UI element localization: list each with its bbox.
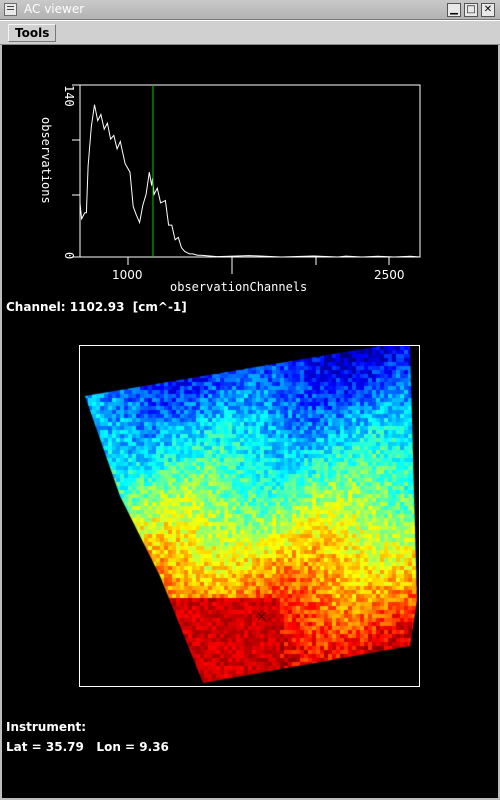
main-panel: 140 0 1000 2500 observations observation…: [0, 45, 500, 800]
window-title: AC viewer: [24, 2, 85, 16]
y-axis-label: observations: [39, 117, 53, 204]
map-view[interactable]: [79, 345, 420, 687]
menu-bar: Tools: [0, 20, 500, 45]
maximize-button[interactable]: □: [464, 3, 478, 17]
lat-value: 35.79: [45, 740, 84, 754]
instrument-label: Instrument:: [6, 720, 87, 734]
y-tick-label-0: 0: [62, 252, 76, 259]
plot-frame: [79, 84, 421, 258]
window-border-bottom: [0, 798, 500, 800]
channel-value: 1102.93: [69, 300, 125, 314]
channel-unit: [cm^-1]: [132, 300, 187, 314]
spectrum-line: [79, 104, 421, 258]
x-tick-label-1000: 1000: [112, 268, 143, 282]
channel-readout: Channel: 1102.93 [cm^-1]: [6, 300, 187, 314]
spectrum-series: [79, 85, 421, 258]
channel-label: Channel:: [6, 300, 66, 314]
minimize-button[interactable]: ▁: [447, 3, 461, 17]
spectrum-plot[interactable]: 140 0 1000 2500 observations observation…: [0, 45, 500, 300]
x-tick-label-2500: 2500: [374, 268, 405, 282]
title-bar[interactable]: AC viewer ▁ □ ✕: [0, 0, 500, 20]
lat-label: Lat =: [6, 740, 42, 754]
x-axis-label: observationChannels: [170, 280, 307, 294]
lon-value: 9.36: [139, 740, 169, 754]
window-border-left: [0, 45, 2, 800]
y-tick-label-140: 140: [62, 85, 76, 107]
lon-label: Lon =: [96, 740, 136, 754]
coordinates-readout: Lat = 35.79 Lon = 9.36: [6, 740, 169, 754]
satellite-image[interactable]: [80, 346, 419, 686]
window-border-right: [498, 45, 500, 800]
window-menu-icon[interactable]: [4, 3, 17, 16]
menu-tools[interactable]: Tools: [8, 24, 57, 42]
close-button[interactable]: ✕: [481, 3, 495, 17]
